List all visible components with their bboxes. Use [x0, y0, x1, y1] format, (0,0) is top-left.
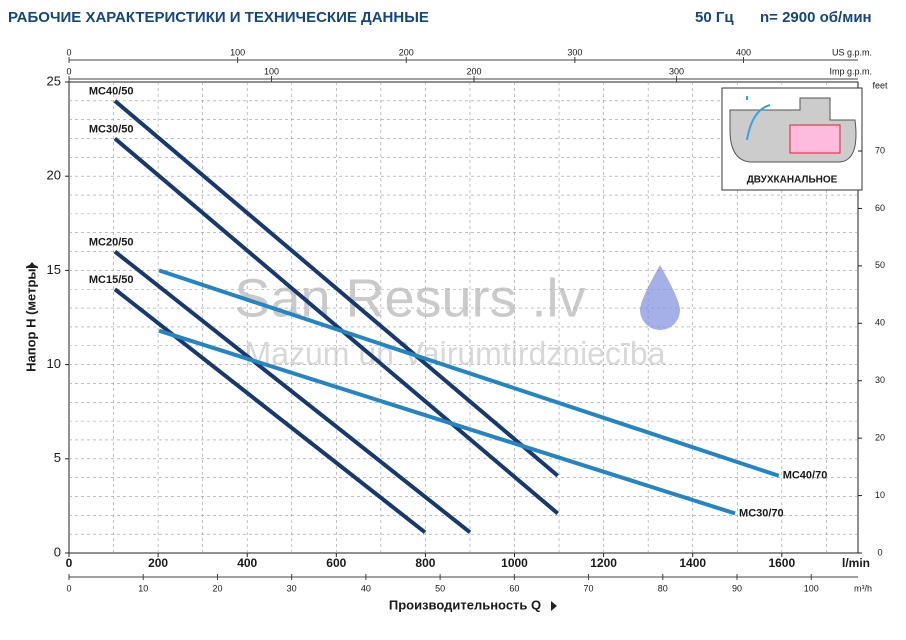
series-label: MC15/50 [89, 274, 134, 286]
y-tick-label: 15 [47, 262, 61, 277]
secondary-tick-label: 0 [66, 583, 71, 593]
secondary-tick-label: 100 [804, 583, 819, 593]
curve [158, 268, 780, 478]
y-tick-label: 25 [47, 73, 61, 88]
y-tick-label: 0 [54, 544, 61, 559]
speed: n= 2900 об/мин [760, 9, 872, 26]
y2-tick-label: 10 [875, 490, 885, 500]
secondary-tick-label: 20 [212, 583, 222, 593]
series-label: MC30/50 [89, 123, 134, 135]
secondary-tick-label: 40 [361, 583, 371, 593]
secondary-tick-label: 60 [509, 583, 519, 593]
secondary-tick-label: 100 [230, 47, 245, 57]
x-tick-label: 0 [66, 556, 73, 570]
secondary-axis-title: m³/h [854, 583, 872, 593]
x-tick-label: 1400 [679, 556, 706, 570]
secondary-tick-label: 100 [264, 66, 279, 76]
secondary-tick-label: 0 [66, 47, 71, 57]
secondary-tick-label: 200 [399, 47, 414, 57]
x-tick-label: 600 [326, 556, 346, 570]
secondary-tick-label: 300 [669, 66, 684, 76]
curve [113, 287, 427, 534]
y2-tick-label: 30 [875, 375, 885, 385]
secondary-tick-label: 10 [138, 583, 148, 593]
secondary-tick-label: 200 [467, 66, 482, 76]
secondary-axis-title: Imp g.p.m. [829, 66, 872, 76]
secondary-tick-label: 80 [658, 583, 668, 593]
series-label: MC40/50 [89, 86, 134, 98]
watermark-drop [640, 265, 680, 330]
x-tick-label: 1600 [768, 556, 795, 570]
secondary-tick-label: 300 [567, 47, 582, 57]
inset-impeller [789, 124, 841, 154]
watermark-brand: San Resurs .lv [234, 268, 585, 328]
curve [113, 136, 560, 515]
secondary-tick-label: 90 [732, 583, 742, 593]
curve [113, 99, 560, 478]
series-label: MC30/70 [739, 507, 784, 519]
y-tick-label: 10 [47, 356, 61, 371]
inset-flow [746, 96, 771, 141]
watermark: San Resurs .lv Mazum un Vairumtirdzniecī… [234, 265, 680, 371]
y-axis-title: Напор H (метры) [23, 264, 38, 372]
plot-frame [68, 81, 859, 554]
y2-tick-label: 20 [875, 433, 885, 443]
x-axis-title: Производительность Q [389, 597, 541, 612]
x-tick-label: 1200 [590, 556, 617, 570]
curve [113, 249, 472, 534]
secondary-tick-label: 400 [736, 47, 751, 57]
y-tick-label: 20 [47, 168, 61, 183]
x-arrow [551, 601, 557, 611]
x-unit: l/min [842, 556, 870, 570]
y2-tick-label: 40 [875, 318, 885, 328]
secondary-tick-label: 30 [287, 583, 297, 593]
series-label: MC40/70 [783, 470, 828, 482]
series-label: MC20/50 [89, 236, 134, 248]
y2-axis-title: feet [872, 80, 888, 90]
curve [158, 328, 736, 516]
y2-tick-label: 60 [875, 203, 885, 213]
y2-tick-label: 0 [877, 547, 882, 557]
x-tick-label: 1000 [501, 556, 528, 570]
secondary-tick-label: 0 [66, 66, 71, 76]
y2-tick-label: 70 [875, 145, 885, 155]
frequency: 50 Гц [695, 9, 734, 26]
y-arrow [27, 262, 37, 268]
page-title: РАБОЧИЕ ХАРАКТЕРИСТИКИ И ТЕХНИЧЕСКИЕ ДАН… [8, 9, 429, 26]
secondary-tick-label: 70 [584, 583, 594, 593]
inset: ДВУХКАНАЛЬНОЕ [721, 87, 863, 191]
y-tick-label: 5 [54, 450, 61, 465]
x-tick-label: 800 [415, 556, 435, 570]
inset-label: ДВУХКАНАЛЬНОЕ [747, 175, 838, 186]
secondary-axis-title: US g.p.m. [832, 47, 872, 57]
watermark-tagline: Mazum un Vairumtirdzniecība [245, 335, 666, 371]
x-tick-label: 400 [237, 556, 257, 570]
secondary-tick-label: 50 [435, 583, 445, 593]
y2-tick-label: 50 [875, 260, 885, 270]
x-tick-label: 200 [148, 556, 168, 570]
